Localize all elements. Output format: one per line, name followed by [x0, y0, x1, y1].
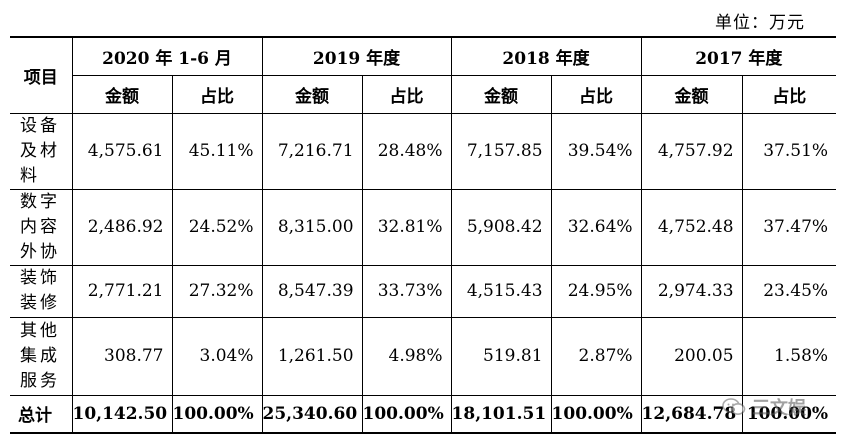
table-row: 其他 集成 服务 308.77 3.04% 1,261.50 4.98% 519.8…	[10, 316, 837, 396]
watermark-text: 三文娱	[752, 398, 806, 419]
cell-ratio: 3.04%	[171, 316, 263, 396]
total-ratio: 100.00%	[550, 394, 642, 433]
cell-amount: 4,757.92	[640, 112, 743, 190]
cell-ratio: 4.98%	[361, 316, 452, 396]
cell-ratio: 2.87%	[550, 316, 642, 396]
header-amount: 金额	[450, 74, 552, 114]
cell-amount: 308.77	[71, 316, 173, 396]
total-amount: 25,340.60	[261, 394, 363, 433]
cell-ratio: 28.48%	[361, 112, 452, 190]
total-ratio: 100.00%	[171, 394, 263, 433]
header-amount: 金额	[640, 74, 743, 114]
cost-breakdown-table: 项目 2020 年 1-6 月 2019 年度 2018 年度 2017 年度 …	[10, 36, 837, 434]
wechat-logo-icon	[722, 398, 746, 415]
row-label: 设备 及材料	[10, 112, 73, 190]
watermark: 三文娱	[722, 394, 834, 420]
cell-amount: 7,157.85	[450, 112, 552, 190]
total-ratio: 100.00%	[361, 394, 452, 433]
row-label: 数字 内容 外协	[10, 188, 73, 266]
header-period-2018: 2018 年度	[450, 37, 642, 76]
row-label: 其他 集成 服务	[10, 316, 73, 396]
total-amount: 18,101.51	[450, 394, 552, 433]
cell-amount: 4,575.61	[71, 112, 173, 190]
cell-ratio: 45.11%	[171, 112, 263, 190]
cell-ratio: 1.58%	[741, 316, 837, 396]
cell-ratio: 32.64%	[550, 188, 642, 266]
table-row: 设备 及材料 4,575.61 45.11% 7,216.71 28.48% 7,…	[10, 112, 837, 190]
cell-amount: 519.81	[450, 316, 552, 396]
cell-ratio: 27.32%	[171, 264, 263, 318]
cell-ratio: 24.95%	[550, 264, 642, 318]
cell-ratio: 37.51%	[741, 112, 837, 190]
header-amount: 金额	[261, 74, 363, 114]
cell-amount: 4,515.43	[450, 264, 552, 318]
header-amount: 金额	[72, 74, 173, 114]
cell-amount: 8,315.00	[261, 188, 363, 266]
header-row-periods: 项目 2020 年 1-6 月 2019 年度 2018 年度 2017 年度	[10, 37, 837, 114]
cell-amount: 2,771.21	[71, 264, 173, 318]
cell-amount: 2,486.92	[71, 188, 173, 266]
cell-ratio: 32.81%	[361, 188, 452, 266]
header-ratio: 占比	[741, 74, 837, 114]
total-row: 总计 10,142.50 100.00% 25,340.60 100.00% 1…	[10, 394, 837, 433]
header-ratio: 占比	[171, 74, 263, 114]
cell-ratio: 23.45%	[741, 264, 837, 318]
unit-label: 单位：万元	[715, 13, 805, 33]
table-row: 数字 内容 外协 2,486.92 24.52% 8,315.00 32.81% 5…	[10, 188, 837, 266]
cell-amount: 200.05	[640, 316, 743, 396]
header-period-2020h1: 2020 年 1-6 月	[71, 37, 263, 76]
row-label: 装饰 装修	[10, 264, 73, 318]
cell-amount: 7,216.71	[261, 112, 363, 190]
header-ratio: 占比	[550, 74, 642, 114]
cell-ratio: 24.52%	[171, 188, 263, 266]
header-period-2017: 2017 年度	[640, 37, 837, 76]
total-label: 总计	[10, 394, 73, 433]
header-ratio: 占比	[361, 74, 452, 114]
cell-amount: 8,547.39	[261, 264, 363, 318]
cell-amount: 5,908.42	[450, 188, 552, 266]
table-row: 装饰 装修 2,771.21 27.32% 8,547.39 33.73% 4,5…	[10, 264, 837, 318]
cell-amount: 2,974.33	[640, 264, 743, 318]
cell-ratio: 39.54%	[550, 112, 642, 190]
cell-amount: 4,752.48	[640, 188, 743, 266]
cell-amount: 1,261.50	[261, 316, 363, 396]
header-item: 项目	[10, 37, 73, 114]
cell-ratio: 37.47%	[741, 188, 837, 266]
total-amount: 10,142.50	[71, 394, 173, 433]
cell-ratio: 33.73%	[361, 264, 452, 318]
header-row-metrics: 金额 占比 金额 占比 金额 占比 金额 占比	[10, 74, 837, 114]
header-period-2019: 2019 年度	[261, 37, 452, 76]
total-ratio: 100.00%	[741, 394, 837, 433]
